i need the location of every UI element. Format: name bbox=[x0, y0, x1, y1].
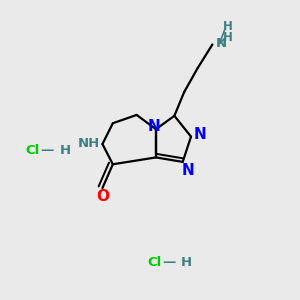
Text: Cl: Cl bbox=[26, 143, 40, 157]
Text: N: N bbox=[182, 163, 194, 178]
Text: —: — bbox=[162, 256, 176, 269]
Text: O: O bbox=[97, 190, 110, 205]
Text: H: H bbox=[223, 20, 233, 33]
Text: H: H bbox=[181, 256, 192, 269]
Text: N: N bbox=[147, 119, 160, 134]
Text: N: N bbox=[194, 127, 206, 142]
Text: N: N bbox=[215, 37, 226, 50]
Text: H: H bbox=[223, 31, 233, 44]
Text: H: H bbox=[59, 143, 70, 157]
Text: NH: NH bbox=[78, 137, 100, 150]
Text: Cl: Cl bbox=[148, 256, 162, 269]
Text: —: — bbox=[40, 143, 54, 157]
